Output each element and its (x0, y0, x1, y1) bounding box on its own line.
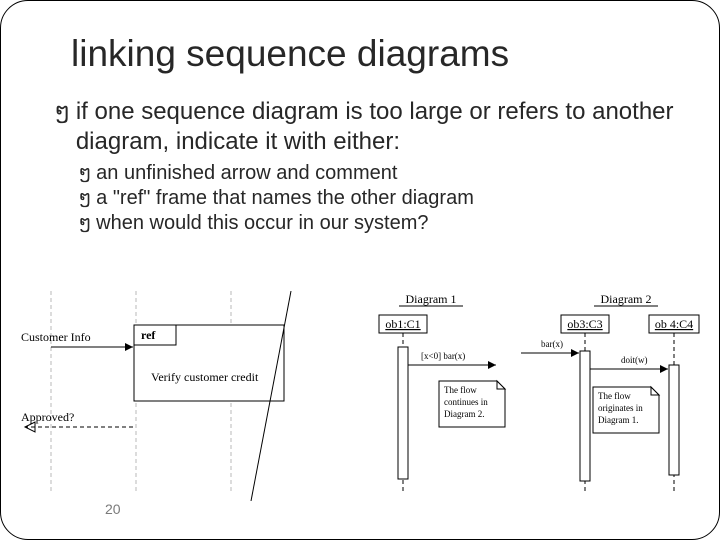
arrowhead-icon (488, 361, 496, 369)
page-number: 20 (105, 501, 121, 517)
slide-title: linking sequence diagrams (71, 33, 679, 75)
bullet-level2-group: ໆ an unfinished arrow and comment ໆ a "r… (61, 161, 679, 236)
bullet-level2: ໆ an unfinished arrow and comment (79, 161, 679, 186)
bullet-level2: ໆ when would this occur in our system? (79, 211, 679, 236)
note-line: continues in (444, 397, 488, 407)
diagram-area: Customer Info ref Verify customer credit… (21, 291, 709, 495)
right-sequence-diagrams: Diagram 1 ob1:C1 [x<0] bar(x) The flow c… (379, 292, 699, 491)
object-label: ob3:C3 (567, 317, 602, 331)
object-label: ob 4:C4 (655, 317, 693, 331)
activation-bar (669, 365, 679, 475)
guard-label: [x<0] bar(x) (421, 351, 465, 361)
note-line: Diagram 1. (598, 415, 639, 425)
message-label: Approved? (21, 410, 74, 424)
ref-frame-text: Verify customer credit (151, 370, 259, 384)
bullet-level1: ໆ if one sequence diagram is too large o… (55, 97, 679, 157)
arrowhead-icon (571, 349, 579, 357)
bullet-text: a "ref" frame that names the other diagr… (96, 186, 474, 211)
arrowhead-icon (125, 343, 133, 351)
note-line: The flow (444, 385, 477, 395)
activation-bar (398, 347, 408, 479)
bullet-text: when would this occur in our system? (96, 211, 428, 236)
left-sequence-diagram: Customer Info ref Verify customer credit… (21, 291, 284, 491)
note-corner (497, 381, 505, 389)
diagram-title: Diagram 2 (601, 292, 652, 306)
bullet-icon: ໆ (79, 161, 91, 186)
ref-tag-label: ref (141, 328, 156, 342)
object-label: ob1:C1 (385, 317, 420, 331)
note-line: originates in (598, 403, 643, 413)
message-label: Customer Info (21, 330, 91, 344)
note-corner (651, 387, 659, 395)
slide-frame: linking sequence diagrams ໆ if one seque… (0, 0, 720, 540)
bullet-level2: ໆ a "ref" frame that names the other dia… (79, 186, 679, 211)
note-line: Diagram 2. (444, 409, 485, 419)
message-label: doit(w) (621, 355, 648, 365)
sequence-diagrams-svg: Customer Info ref Verify customer credit… (21, 291, 711, 501)
message-label: bar(x) (541, 339, 563, 349)
bullet-text: if one sequence diagram is too large or … (76, 97, 679, 157)
bullet-icon: ໆ (55, 97, 70, 157)
bullet-icon: ໆ (79, 186, 91, 211)
arrowhead-icon (660, 365, 668, 373)
diagram-title: Diagram 1 (406, 292, 457, 306)
bullet-icon: ໆ (79, 211, 91, 236)
note-line: The flow (598, 391, 631, 401)
activation-bar (580, 351, 590, 481)
bullet-text: an unfinished arrow and comment (96, 161, 397, 186)
